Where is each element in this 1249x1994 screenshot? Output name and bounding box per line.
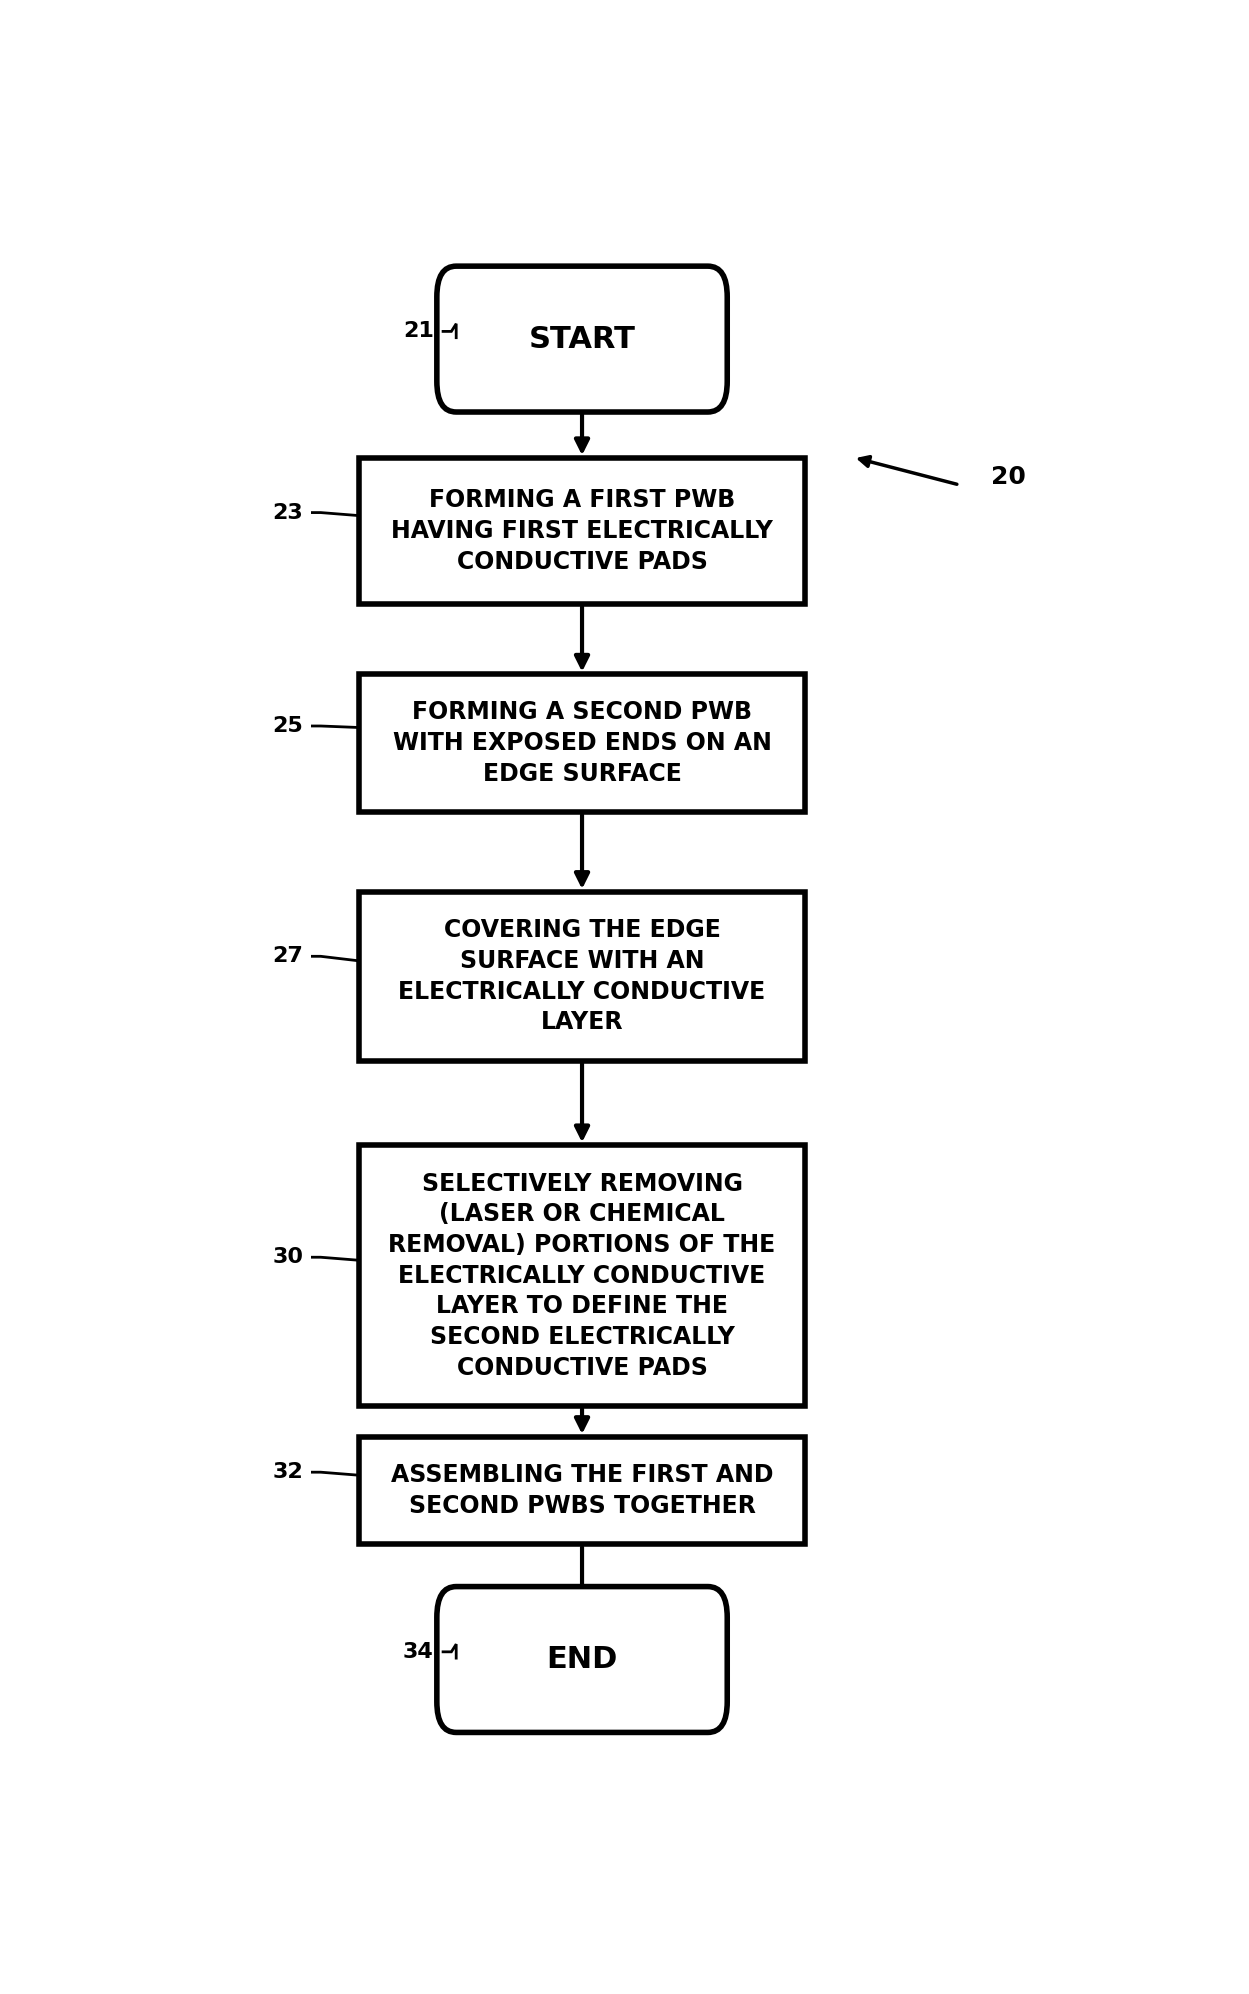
Text: SELECTIVELY REMOVING
(LASER OR CHEMICAL
REMOVAL) PORTIONS OF THE
ELECTRICALLY CO: SELECTIVELY REMOVING (LASER OR CHEMICAL …	[388, 1172, 776, 1380]
Text: 30: 30	[272, 1246, 304, 1268]
Text: START: START	[528, 325, 636, 353]
Text: FORMING A SECOND PWB
WITH EXPOSED ENDS ON AN
EDGE SURFACE: FORMING A SECOND PWB WITH EXPOSED ENDS O…	[392, 700, 772, 786]
Text: 21: 21	[403, 321, 433, 341]
FancyBboxPatch shape	[360, 891, 804, 1061]
Text: 20: 20	[990, 465, 1025, 489]
Text: 32: 32	[272, 1462, 304, 1482]
FancyBboxPatch shape	[360, 674, 804, 812]
Text: END: END	[546, 1645, 618, 1675]
FancyBboxPatch shape	[437, 265, 727, 413]
Text: 27: 27	[272, 947, 304, 967]
FancyBboxPatch shape	[360, 1145, 804, 1406]
Text: 23: 23	[272, 502, 304, 522]
FancyBboxPatch shape	[437, 1587, 727, 1733]
Text: FORMING A FIRST PWB
HAVING FIRST ELECTRICALLY
CONDUCTIVE PADS: FORMING A FIRST PWB HAVING FIRST ELECTRI…	[391, 489, 773, 574]
Text: COVERING THE EDGE
SURFACE WITH AN
ELECTRICALLY CONDUCTIVE
LAYER: COVERING THE EDGE SURFACE WITH AN ELECTR…	[398, 919, 766, 1035]
Text: 34: 34	[403, 1641, 433, 1661]
FancyBboxPatch shape	[360, 459, 804, 604]
FancyBboxPatch shape	[360, 1438, 804, 1543]
Text: 25: 25	[272, 716, 304, 736]
Text: ASSEMBLING THE FIRST AND
SECOND PWBS TOGETHER: ASSEMBLING THE FIRST AND SECOND PWBS TOG…	[391, 1464, 773, 1517]
